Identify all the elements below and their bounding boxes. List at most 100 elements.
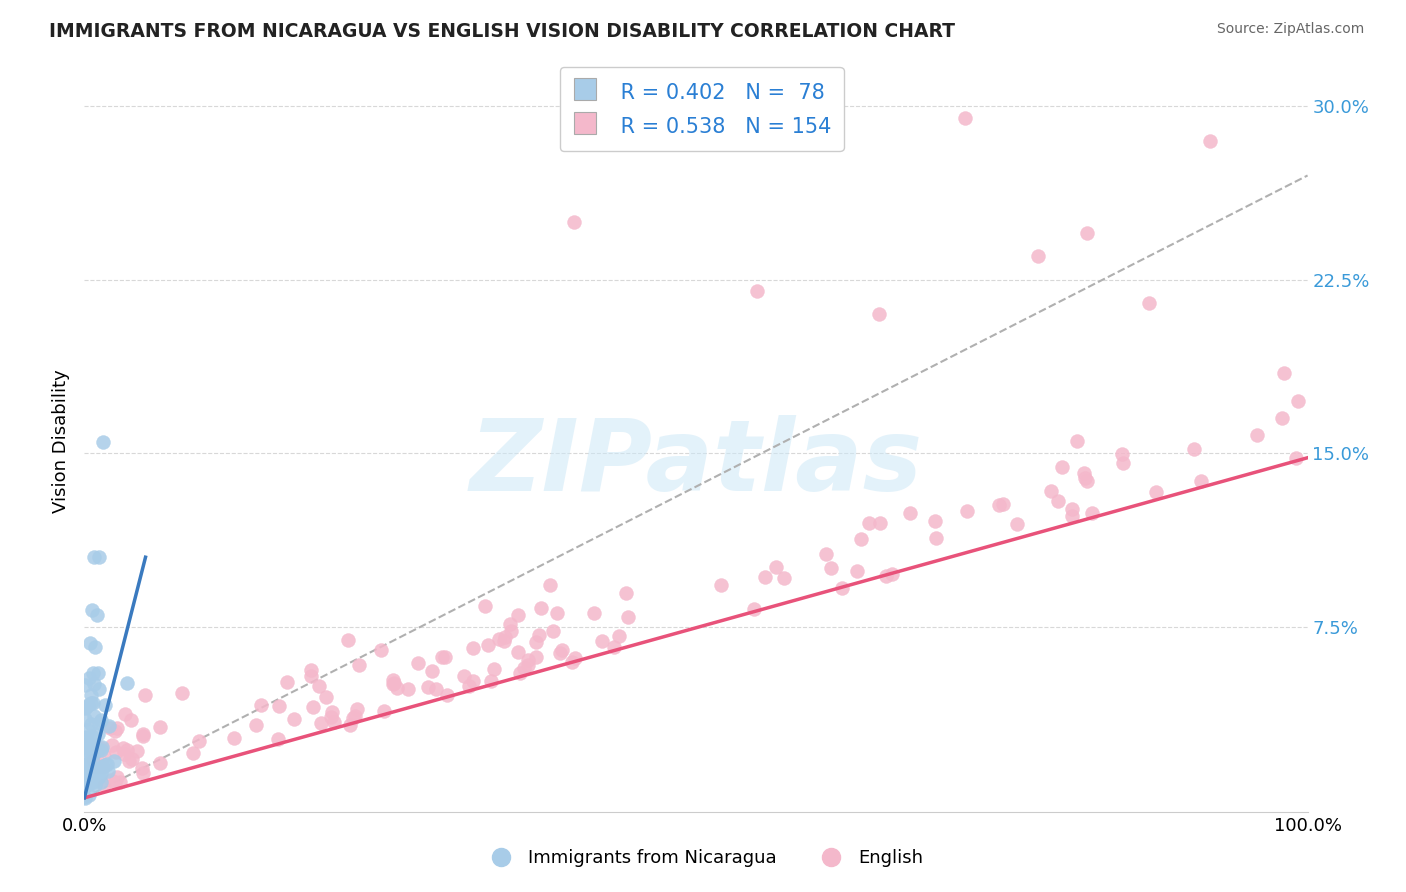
Point (83, 769, 105, 783)
Point (118, 755, 141, 769)
Point (86, 759, 108, 773)
Point (82, 753, 104, 767)
Point (754, 570, 776, 584)
Point (87, 550, 110, 565)
Point (773, 571, 796, 585)
Point (90, 740, 112, 755)
Text: ZIPatlas: ZIPatlas (470, 416, 922, 512)
Point (1074, 471, 1097, 485)
Point (924, 531, 946, 545)
Point (1047, 493, 1070, 508)
Point (433, 650, 456, 665)
Point (77, 723, 100, 737)
Point (245, 717, 267, 731)
Point (188, 733, 211, 747)
Point (79, 756, 101, 771)
Point (309, 715, 332, 730)
Point (115, 743, 138, 757)
Point (524, 650, 547, 665)
Point (1246, 428, 1268, 442)
Point (382, 675, 405, 690)
Point (79, 636, 101, 650)
Point (104, 745, 127, 759)
Point (100, 773, 122, 788)
Point (1076, 227, 1098, 241)
Point (250, 698, 273, 712)
Point (1080, 506, 1102, 520)
Point (108, 775, 131, 789)
Point (73, 790, 96, 805)
Point (77, 776, 100, 790)
Point (1189, 474, 1212, 488)
Point (87, 770, 110, 784)
Point (1060, 508, 1083, 523)
Point (541, 624, 564, 639)
Point (344, 708, 367, 723)
Point (75, 759, 97, 773)
Point (276, 674, 298, 689)
Point (494, 630, 516, 644)
Point (121, 752, 143, 766)
Point (322, 715, 344, 730)
Point (898, 506, 921, 520)
Point (131, 727, 153, 741)
Point (83, 762, 105, 776)
Point (551, 643, 574, 657)
Point (420, 665, 443, 679)
Point (75, 775, 97, 789)
Point (181, 746, 204, 760)
Point (614, 586, 637, 600)
Point (90, 766, 112, 780)
Point (77, 769, 100, 783)
Point (517, 657, 540, 672)
Point (90, 740, 112, 755)
Text: IMMIGRANTS FROM NICARAGUA VS ENGLISH VISION DISABILITY CORRELATION CHART: IMMIGRANTS FROM NICARAGUA VS ENGLISH VIS… (49, 22, 955, 41)
Point (73, 779, 96, 793)
Point (406, 657, 429, 671)
Point (461, 641, 484, 656)
Point (75, 779, 97, 793)
Point (98, 721, 121, 735)
Point (73, 747, 96, 762)
Point (82, 774, 104, 789)
Point (83, 709, 105, 723)
Point (1111, 456, 1133, 470)
Point (591, 633, 613, 648)
Point (742, 601, 765, 615)
Point (112, 741, 135, 756)
Point (76, 743, 98, 757)
Point (77, 788, 100, 802)
Point (82, 697, 104, 711)
Point (82, 665, 104, 680)
Point (87, 727, 110, 741)
Point (131, 761, 153, 775)
Point (425, 681, 447, 696)
Point (267, 698, 290, 713)
Point (1285, 451, 1308, 466)
Point (617, 610, 640, 624)
Point (84, 640, 107, 655)
Point (97, 719, 120, 733)
Point (80, 696, 103, 710)
Point (538, 578, 561, 592)
Point (77, 741, 100, 756)
Point (509, 665, 531, 680)
Point (346, 702, 368, 716)
Point (73, 774, 96, 789)
Point (1028, 250, 1050, 264)
Point (1073, 466, 1095, 480)
Point (815, 547, 838, 561)
Point (299, 663, 322, 677)
Point (1060, 501, 1083, 516)
Point (80, 688, 103, 702)
Point (1111, 447, 1133, 461)
Point (86, 608, 108, 623)
Legend:  R = 0.402   N =  78,  R = 0.538   N = 154: R = 0.402 N = 78, R = 0.538 N = 154 (560, 67, 844, 151)
Point (387, 681, 409, 696)
Point (506, 607, 529, 622)
Point (546, 606, 568, 620)
Point (453, 669, 475, 683)
Point (499, 616, 522, 631)
Point (132, 765, 155, 780)
Point (96, 757, 118, 772)
